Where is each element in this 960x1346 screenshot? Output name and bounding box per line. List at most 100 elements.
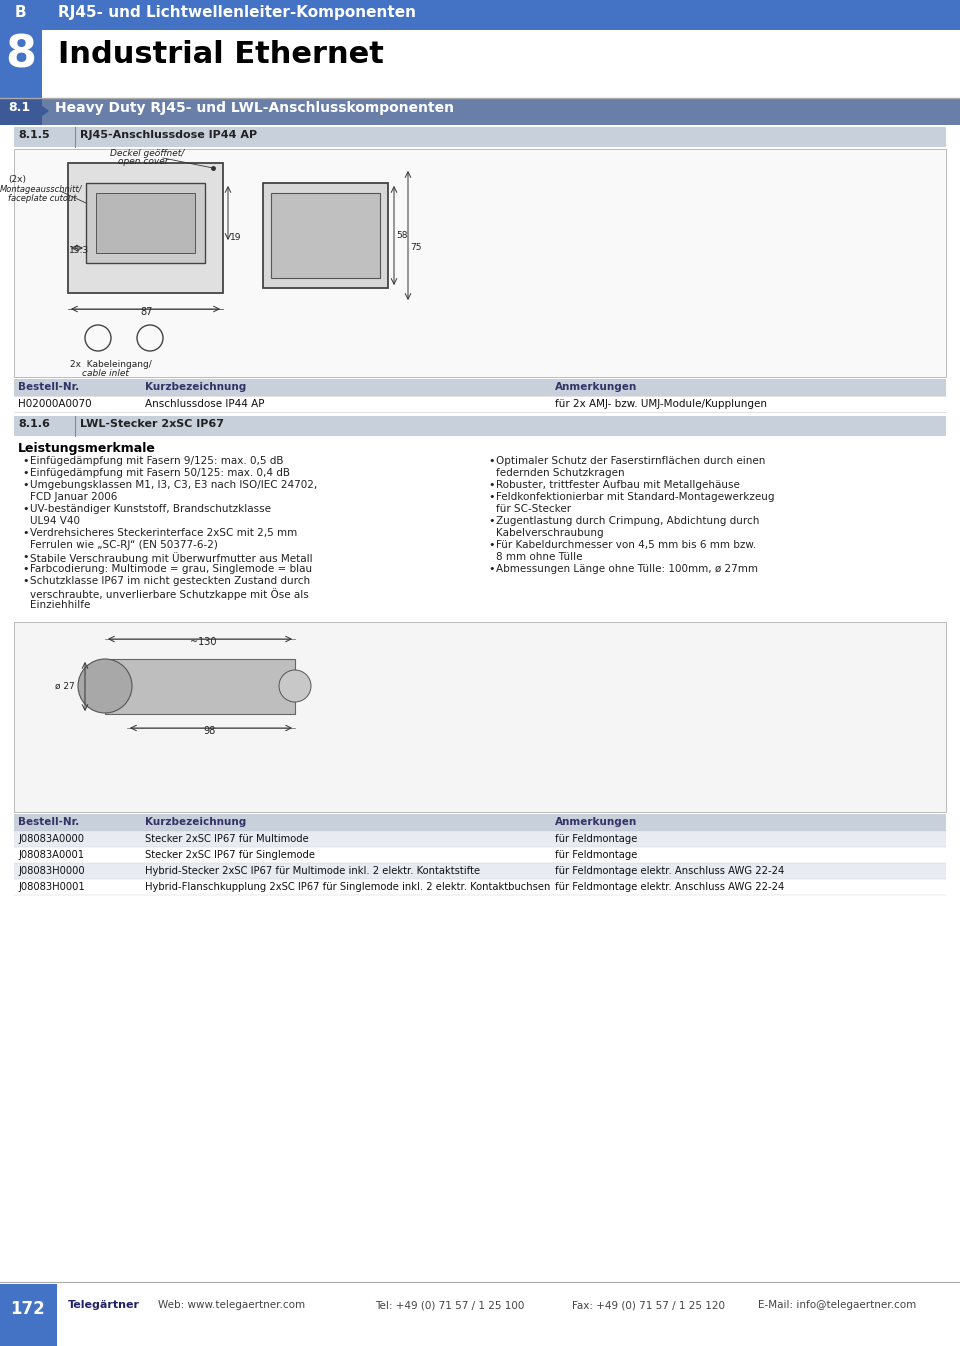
Text: Leistungsmerkmale: Leistungsmerkmale [18,441,156,455]
Polygon shape [38,104,48,118]
Text: Abmessungen Länge ohne Tülle: 100mm, ø 27mm: Abmessungen Länge ohne Tülle: 100mm, ø 2… [496,564,758,573]
Text: •: • [488,516,494,526]
Text: •: • [22,552,29,563]
Text: •: • [488,540,494,551]
Text: J08083A0001: J08083A0001 [18,851,84,860]
Bar [0,30,42,98]
Text: ~130: ~130 [190,637,217,647]
Text: Kabelverschraubung: Kabelverschraubung [496,528,604,538]
Circle shape [279,670,311,703]
Text: 172: 172 [11,1300,45,1318]
Bar [105,660,295,713]
Bar [14,416,946,436]
Text: Verdrehsicheres Steckerinterface 2xSC mit 2,5 mm: Verdrehsicheres Steckerinterface 2xSC mi… [30,528,298,538]
Bar [14,622,946,812]
Text: RJ45- und Lichtwellenleiter-Komponenten: RJ45- und Lichtwellenleiter-Komponenten [58,5,416,20]
Text: Bestell-Nr.: Bestell-Nr. [18,817,80,826]
Text: •: • [22,481,29,490]
Text: für Feldmontage elektr. Anschluss AWG 22-24: für Feldmontage elektr. Anschluss AWG 22… [555,865,784,876]
Text: 98: 98 [203,725,215,736]
Text: UV-beständiger Kunststoff, Brandschutzklasse: UV-beständiger Kunststoff, Brandschutzkl… [30,503,271,514]
Bar [0,1284,57,1346]
Text: Optimaler Schutz der Faserstirnflächen durch einen: Optimaler Schutz der Faserstirnflächen d… [496,456,765,466]
Text: Tel: +49 (0) 71 57 / 1 25 100: Tel: +49 (0) 71 57 / 1 25 100 [375,1300,524,1310]
Bar [0,0,960,30]
Text: 2x  Kabeleingang/: 2x Kabeleingang/ [70,359,152,369]
Text: open cover: open cover [118,157,169,166]
Text: Stabile Verschraubung mit Überwurfmutter aus Metall: Stabile Verschraubung mit Überwurfmutter… [30,552,313,564]
Text: 8.1.6: 8.1.6 [18,419,50,429]
Bar [0,98,960,125]
Text: faceplate cutout: faceplate cutout [8,194,77,203]
Text: federnden Schutzkragen: federnden Schutzkragen [496,468,625,478]
Text: Einziehhilfe: Einziehhilfe [30,600,90,610]
Text: 58: 58 [396,232,407,240]
Text: (2x): (2x) [8,175,26,184]
Text: Montageausschnitt/: Montageausschnitt/ [0,184,83,194]
Text: Anschlussdose IP44 AP: Anschlussdose IP44 AP [145,398,265,409]
Text: Hybrid-Flanschkupplung 2xSC IP67 für Singlemode inkl. 2 elektr. Kontaktbuchsen: Hybrid-Flanschkupplung 2xSC IP67 für Sin… [145,882,550,892]
Text: 8.1.5: 8.1.5 [18,131,50,140]
Bar [14,149,946,377]
Text: •: • [22,503,29,514]
Text: ø 27: ø 27 [55,682,75,690]
Bar [68,163,223,293]
Text: Deckel geöffnet/: Deckel geöffnet/ [110,149,184,157]
Text: B: B [15,5,27,20]
Text: Kurzbezeichnung: Kurzbezeichnung [145,382,247,392]
Text: •: • [22,576,29,586]
Text: •: • [488,493,494,502]
Text: 15.3: 15.3 [69,246,89,254]
Text: verschraubte, unverlierbare Schutzkappe mit Öse als: verschraubte, unverlierbare Schutzkappe … [30,588,309,600]
Bar [14,127,946,147]
Text: für SC-Stecker: für SC-Stecker [496,503,571,514]
Text: •: • [488,564,494,573]
Text: Anmerkungen: Anmerkungen [555,382,637,392]
Bar [14,814,946,830]
Bar [86,183,205,262]
Text: für 2x AMJ- bzw. UMJ-Module/Kupplungen: für 2x AMJ- bzw. UMJ-Module/Kupplungen [555,398,767,409]
Text: 19: 19 [230,233,242,242]
Text: Umgebungsklassen M1, I3, C3, E3 nach ISO/IEC 24702,: Umgebungsklassen M1, I3, C3, E3 nach ISO… [30,481,317,490]
Text: Stecker 2xSC IP67 für Singlemode: Stecker 2xSC IP67 für Singlemode [145,851,315,860]
Circle shape [78,660,132,713]
Text: UL94 V40: UL94 V40 [30,516,80,526]
Text: Stecker 2xSC IP67 für Multimode: Stecker 2xSC IP67 für Multimode [145,835,309,844]
Text: Hybrid-Stecker 2xSC IP67 für Multimode inkl. 2 elektr. Kontaktstifte: Hybrid-Stecker 2xSC IP67 für Multimode i… [145,865,480,876]
Text: Fax: +49 (0) 71 57 / 1 25 120: Fax: +49 (0) 71 57 / 1 25 120 [572,1300,725,1310]
Text: Feldkonfektionierbar mit Standard-Montagewerkzeug: Feldkonfektionierbar mit Standard-Montag… [496,493,775,502]
Bar [96,192,195,253]
Text: für Feldmontage: für Feldmontage [555,851,637,860]
Text: Heavy Duty RJ45- und LWL-Anschlusskomponenten: Heavy Duty RJ45- und LWL-Anschlusskompon… [55,101,454,114]
Text: 87: 87 [140,307,153,318]
Text: 75: 75 [410,244,421,252]
Text: Für Kabeldurchmesser von 4,5 mm bis 6 mm bzw.: Für Kabeldurchmesser von 4,5 mm bis 6 mm… [496,540,756,551]
Text: J08083H0001: J08083H0001 [18,882,84,892]
Bar [14,396,946,412]
Text: Ferrulen wie „SC-RJ“ (EN 50377-6-2): Ferrulen wie „SC-RJ“ (EN 50377-6-2) [30,540,218,551]
Bar [105,660,295,713]
Text: für Feldmontage: für Feldmontage [555,835,637,844]
Text: Bestell-Nr.: Bestell-Nr. [18,382,80,392]
Text: Kurzbezeichnung: Kurzbezeichnung [145,817,247,826]
Text: E-Mail: info@telegaertner.com: E-Mail: info@telegaertner.com [758,1300,916,1310]
Text: Farbcodierung: Multimode = grau, Singlemode = blau: Farbcodierung: Multimode = grau, Singlem… [30,564,312,573]
Bar [271,192,380,279]
Text: LWL-Stecker 2xSC IP67: LWL-Stecker 2xSC IP67 [80,419,224,429]
Bar [14,847,946,863]
Text: FCD Januar 2006: FCD Januar 2006 [30,493,117,502]
Text: J08083H0000: J08083H0000 [18,865,84,876]
Bar [0,98,42,125]
Text: H02000A0070: H02000A0070 [18,398,91,409]
Text: cable inlet: cable inlet [82,369,129,378]
Text: Einfügedämpfung mit Fasern 50/125: max. 0,4 dB: Einfügedämpfung mit Fasern 50/125: max. … [30,468,290,478]
Text: •: • [22,528,29,538]
Text: Schutzklasse IP67 im nicht gesteckten Zustand durch: Schutzklasse IP67 im nicht gesteckten Zu… [30,576,310,586]
Text: 8 mm ohne Tülle: 8 mm ohne Tülle [496,552,583,563]
Text: Telegärtner: Telegärtner [68,1300,140,1310]
Text: •: • [22,564,29,573]
Text: •: • [488,456,494,466]
Bar [14,879,946,895]
Text: für Feldmontage elektr. Anschluss AWG 22-24: für Feldmontage elektr. Anschluss AWG 22… [555,882,784,892]
Text: Industrial Ethernet: Industrial Ethernet [58,40,384,69]
